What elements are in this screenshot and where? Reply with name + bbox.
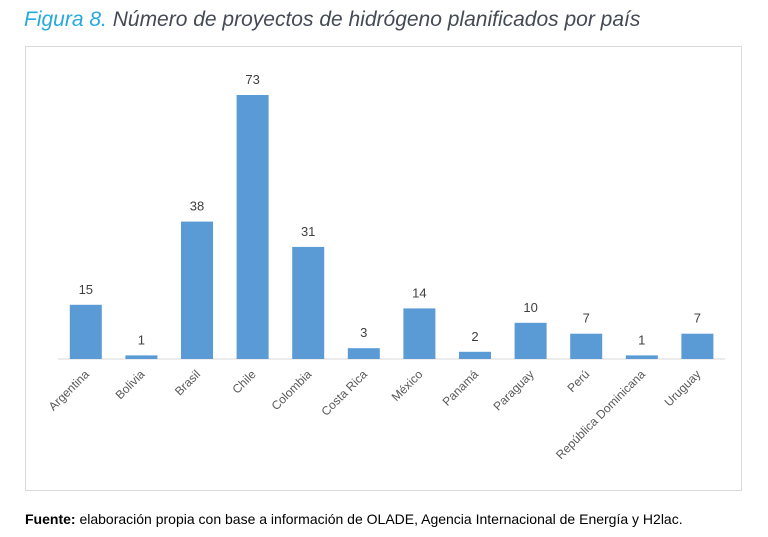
figure-number: Figura 8. — [24, 8, 107, 31]
x-tick-label: México — [389, 367, 426, 404]
bar — [625, 355, 658, 359]
x-tick-label: Chile — [229, 367, 258, 396]
source-text: elaboración propia con base a informació… — [75, 511, 683, 527]
data-label: 14 — [412, 285, 426, 300]
data-label: 7 — [583, 311, 590, 326]
x-tick-label: Argentina — [46, 367, 92, 413]
x-tick-label: Costa Rica — [319, 367, 371, 419]
data-label: 38 — [190, 199, 204, 214]
data-label: 2 — [471, 329, 478, 344]
bar — [181, 221, 213, 359]
bar — [292, 246, 325, 359]
bar — [681, 333, 714, 359]
x-tick-label: Colombia — [269, 367, 315, 413]
x-tick-label: Bolivia — [113, 367, 148, 402]
figure-title: Figura 8. Número de proyectos de hidróge… — [24, 8, 640, 32]
x-tick-label: Perú — [564, 367, 592, 395]
x-tick-label: Paraguay — [490, 367, 536, 413]
chart-frame — [25, 46, 742, 491]
data-label: 3 — [360, 325, 367, 340]
bar — [403, 308, 436, 359]
bar — [570, 333, 603, 359]
data-label: 7 — [694, 311, 701, 326]
bar — [236, 95, 269, 359]
data-label: 10 — [523, 300, 537, 315]
bar — [69, 304, 102, 359]
bar — [347, 348, 380, 359]
data-label: 31 — [301, 224, 315, 239]
bar — [125, 355, 158, 359]
x-tick-label: Uruguay — [662, 367, 704, 409]
x-tick-label: Brasil — [172, 367, 203, 398]
source-note: Fuente: elaboración propia con base a in… — [25, 511, 683, 527]
bar — [459, 351, 491, 359]
x-tick-label: Panamá — [440, 367, 482, 409]
figure-title-text: Número de proyectos de hidrógeno planifi… — [112, 8, 641, 31]
source-label: Fuente: — [25, 511, 76, 527]
data-label: 15 — [79, 282, 93, 297]
data-label: 1 — [138, 332, 145, 347]
data-label: 1 — [638, 332, 645, 347]
data-label: 73 — [245, 72, 259, 87]
bar — [514, 322, 547, 359]
